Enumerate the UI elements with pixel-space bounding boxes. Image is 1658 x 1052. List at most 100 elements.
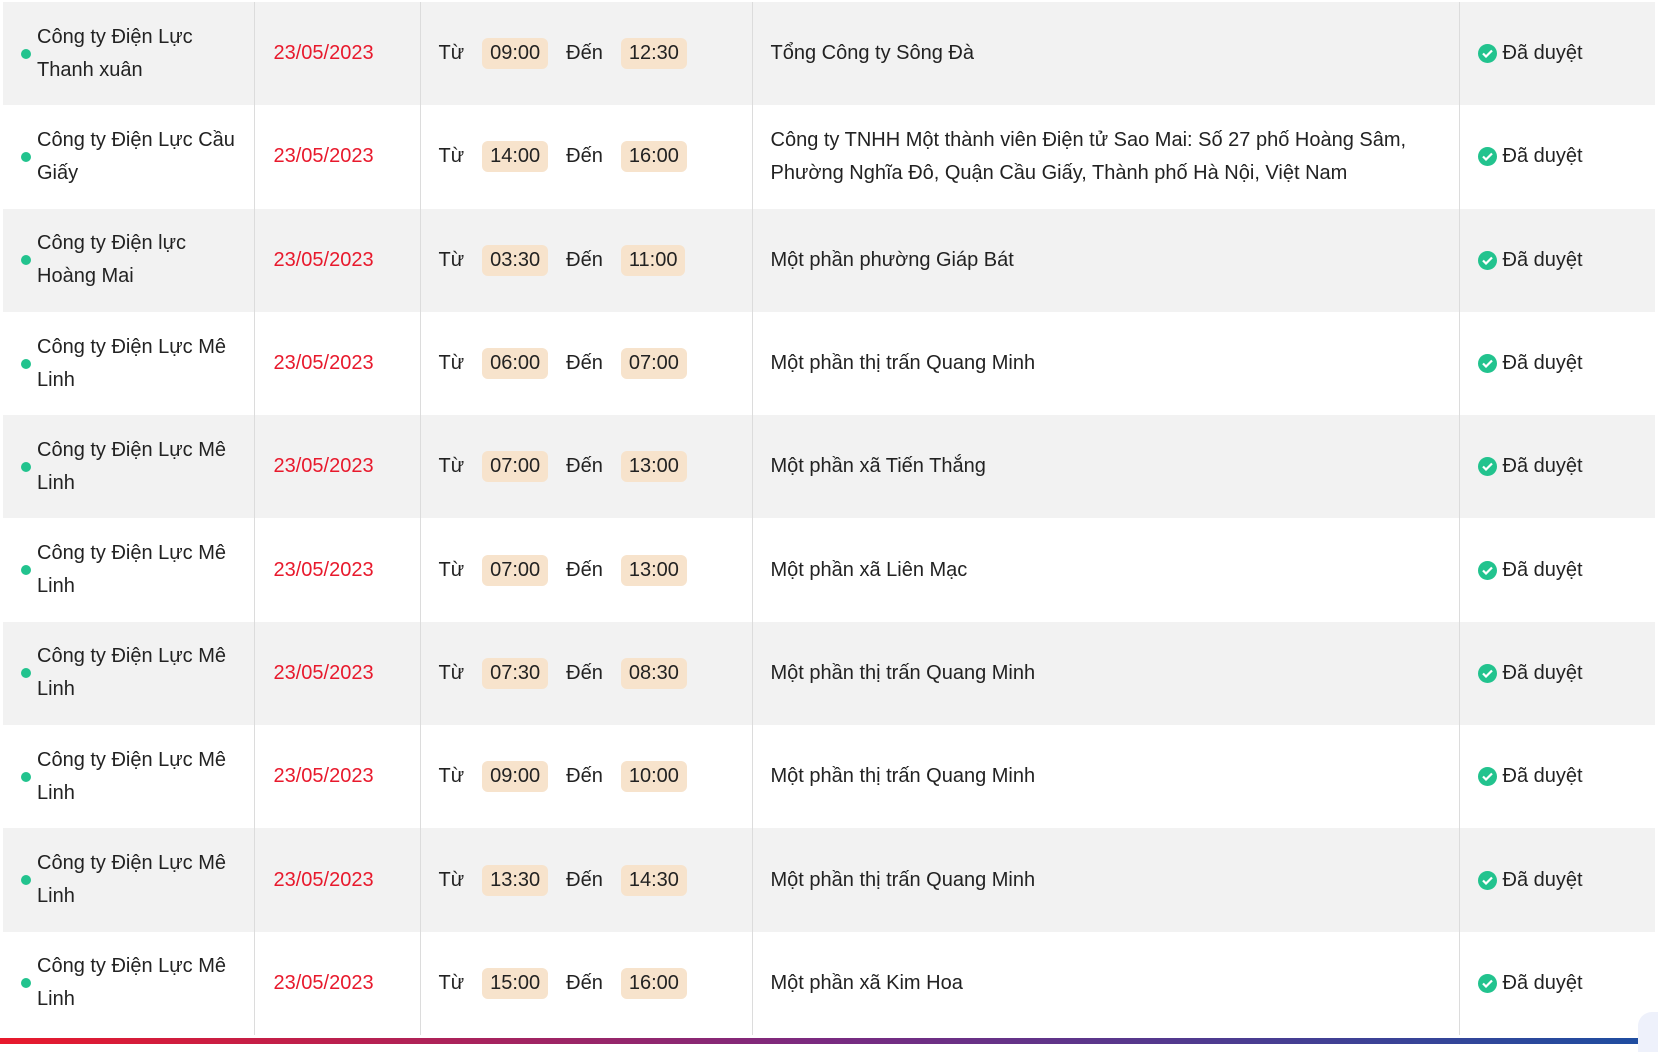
from-label: Từ xyxy=(438,455,465,478)
table-row[interactable]: Công ty Điện Lực Thanh xuân 23/05/2023 Từ 0… xyxy=(3,2,1655,106)
status-badge: Đã duyệt xyxy=(1477,558,1638,582)
status-badge: Đã duyệt xyxy=(1477,248,1638,272)
unit-name: Công ty Điện Lực Mê Linh xyxy=(37,335,227,391)
check-circle-icon xyxy=(1477,250,1497,270)
status-cell: Đã duyệt xyxy=(1459,208,1655,312)
date-cell: 23/05/2023 xyxy=(254,208,421,312)
table-row[interactable]: Công ty Điện Lực Mê Linh 23/05/2023 Từ 07:0… xyxy=(3,415,1655,519)
status-cell: Đã duyệt xyxy=(1459,621,1655,726)
unit-cell: Công ty Điện Lực Mê Linh xyxy=(3,518,255,622)
table-row[interactable]: Công ty Điện lực Hoàng Mai 23/05/2023 Từ 03… xyxy=(3,208,1655,312)
to-label: Đến xyxy=(566,352,603,375)
status-cell: Đã duyệt xyxy=(1459,2,1655,106)
to-label: Đến xyxy=(566,868,603,891)
from-label: Từ xyxy=(438,248,465,271)
area-cell: Một phần thị trấn Quang Minh xyxy=(752,311,1460,416)
unit-name: Công ty Điện Lực Cầu Giấy xyxy=(37,128,235,184)
status-dot-icon xyxy=(21,771,31,782)
to-label: Đến xyxy=(566,661,603,684)
from-time: 07:00 xyxy=(482,554,549,586)
area: Công ty TNHH Một thành viên Điện tử Sao … xyxy=(770,128,1407,184)
area: Một phần xã Liên Mạc xyxy=(770,558,968,581)
status-text: Đã duyệt xyxy=(1502,661,1583,684)
table-row[interactable]: Công ty Điện Lực Mê Linh 23/05/2023 Từ 09:0… xyxy=(3,725,1655,829)
check-circle-icon xyxy=(1477,147,1497,167)
area: Một phần thị trấn Quang Minh xyxy=(770,868,1036,891)
floating-widget[interactable] xyxy=(1638,1012,1658,1052)
time-cell: Từ 09:00 Đến 12:30 xyxy=(420,2,753,106)
to-time: 16:00 xyxy=(620,141,687,173)
to-time: 10:00 xyxy=(620,761,687,793)
area-cell: Công ty TNHH Một thành viên Điện tử Sao … xyxy=(752,105,1460,209)
time-cell: Từ 07:00 Đến 13:00 xyxy=(420,415,753,519)
from-label: Từ xyxy=(438,971,465,994)
from-label: Từ xyxy=(438,765,465,788)
status-cell: Đã duyệt xyxy=(1459,415,1655,519)
status-text: Đã duyệt xyxy=(1502,558,1583,581)
area-cell: Một phần xã Kim Hoa xyxy=(752,931,1460,1035)
status-dot-icon xyxy=(21,875,31,886)
status-badge: Đã duyệt xyxy=(1477,455,1638,478)
status-dot-icon xyxy=(21,151,31,162)
table-row[interactable]: Công ty Điện Lực Mê Linh 23/05/2023 Từ 07:0… xyxy=(3,518,1655,622)
date-cell: 23/05/2023 xyxy=(254,311,421,416)
status-text: Đã duyệt xyxy=(1502,248,1583,271)
status-text: Đã duyệt xyxy=(1502,145,1583,168)
unit-cell: Công ty Điện Lực Cầu Giấy xyxy=(3,105,255,209)
from-time: 13:30 xyxy=(482,864,549,896)
check-circle-icon xyxy=(1477,44,1497,64)
status-dot-icon xyxy=(21,358,31,369)
date: 23/05/2023 xyxy=(273,661,374,684)
unit-name: Công ty Điện Lực Mê Linh xyxy=(37,438,227,494)
check-circle-icon xyxy=(1477,870,1497,890)
from-label: Từ xyxy=(438,145,465,168)
time-cell: Từ 09:00 Đến 10:00 xyxy=(420,725,753,829)
unit-cell: Công ty Điện Lực Mê Linh xyxy=(3,828,255,932)
status-dot-icon xyxy=(21,565,31,576)
to-time: 11:00 xyxy=(620,244,686,276)
date: 23/05/2023 xyxy=(273,971,374,994)
outage-schedule-table: Công ty Điện Lực Thanh xuân 23/05/2023 Từ 0… xyxy=(3,2,1655,1035)
unit-cell: Công ty Điện lực Hoàng Mai xyxy=(3,208,255,312)
unit-cell: Công ty Điện Lực Mê Linh xyxy=(3,415,255,519)
table-row[interactable]: Công ty Điện Lực Mê Linh 23/05/2023 Từ 06:0… xyxy=(3,311,1655,416)
status-cell: Đã duyệt xyxy=(1459,312,1655,415)
time-cell: Từ 14:00 Đến 16:00 xyxy=(420,105,753,209)
date-cell: 23/05/2023 xyxy=(254,725,421,829)
unit-cell: Công ty Điện Lực Mê Linh xyxy=(3,311,255,416)
to-time: 08:30 xyxy=(620,657,687,689)
area-cell: Một phần xã Tiến Thắng xyxy=(752,415,1460,519)
unit-name: Công ty Điện lực Hoàng Mai xyxy=(37,232,187,288)
status-text: Đã duyệt xyxy=(1502,868,1583,891)
area: Tổng Công ty Sông Đà xyxy=(770,42,974,65)
from-time: 03:30 xyxy=(482,244,549,276)
table-row[interactable]: Công ty Điện Lực Mê Linh 23/05/2023 Từ 15:0… xyxy=(3,931,1655,1035)
status-badge: Đã duyệt xyxy=(1477,765,1638,788)
status-dot-icon xyxy=(21,461,31,472)
date: 23/05/2023 xyxy=(273,352,374,375)
table-row[interactable]: Công ty Điện Lực Mê Linh 23/05/2023 Từ 13:3… xyxy=(3,828,1655,932)
area-cell: Tổng Công ty Sông Đà xyxy=(752,2,1460,106)
from-time: 14:00 xyxy=(482,141,549,173)
status-text: Đã duyệt xyxy=(1502,455,1583,478)
date-cell: 23/05/2023 xyxy=(254,518,421,622)
status-dot-icon xyxy=(21,978,31,989)
time-cell: Từ 03:30 Đến 11:00 xyxy=(420,208,753,312)
to-time: 07:00 xyxy=(620,348,687,380)
date-cell: 23/05/2023 xyxy=(254,828,421,932)
bottom-gradient-bar xyxy=(0,1038,1638,1044)
date-cell: 23/05/2023 xyxy=(254,931,421,1035)
date: 23/05/2023 xyxy=(273,558,374,581)
status-text: Đã duyệt xyxy=(1502,765,1583,788)
table-row[interactable]: Công ty Điện Lực Cầu Giấy 23/05/2023 Từ 14:… xyxy=(3,105,1655,209)
table-row[interactable]: Công ty Điện Lực Mê Linh 23/05/2023 Từ 07:3… xyxy=(3,621,1655,726)
area: Một phần xã Tiến Thắng xyxy=(770,455,986,478)
unit-name: Công ty Điện Lực Mê Linh xyxy=(37,645,227,701)
status-dot-icon xyxy=(21,668,31,679)
status-badge: Đã duyệt xyxy=(1477,145,1638,168)
area: Một phần thị trấn Quang Minh xyxy=(770,765,1036,788)
from-label: Từ xyxy=(438,868,465,891)
from-time: 09:00 xyxy=(482,761,549,793)
to-label: Đến xyxy=(566,971,603,994)
status-cell: Đã duyệt xyxy=(1459,105,1655,208)
